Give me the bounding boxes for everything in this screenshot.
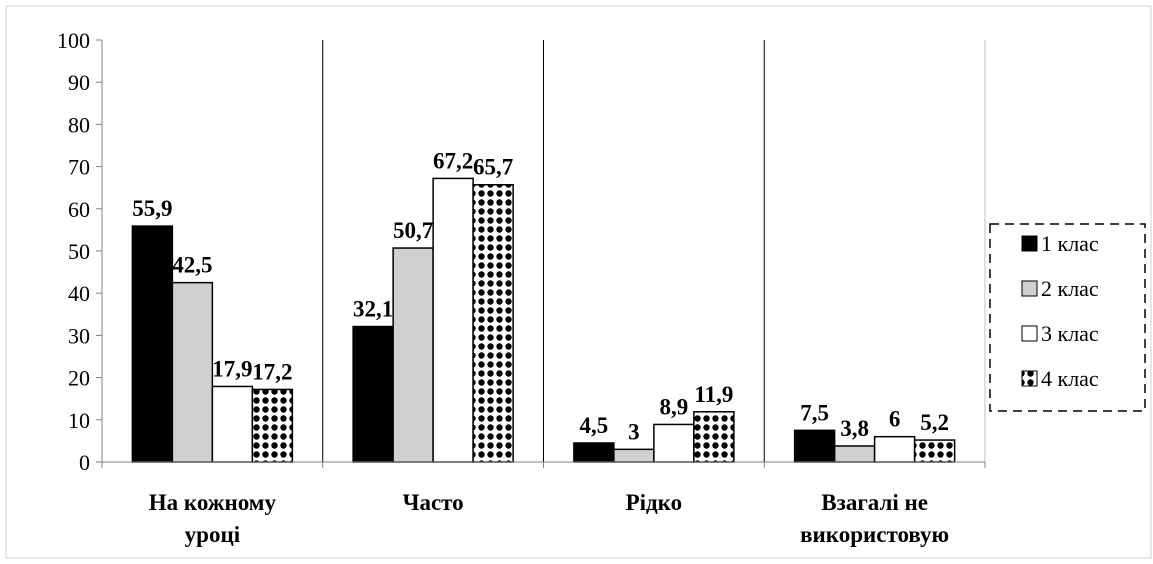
data-label: 65,7 (473, 155, 513, 180)
y-tick-label: 50 (68, 239, 90, 264)
bar (352, 325, 394, 463)
y-tick-label: 70 (68, 155, 90, 180)
legend-swatch (1021, 325, 1038, 342)
legend-label: 3 клас (1041, 321, 1099, 346)
category-label: На кожному (149, 490, 277, 515)
y-tick-label: 80 (68, 112, 90, 137)
bar (873, 435, 916, 463)
legend-swatch (1021, 370, 1038, 387)
data-label: 7,5 (800, 400, 829, 425)
data-label: 42,5 (172, 253, 212, 278)
data-label: 55,9 (132, 196, 172, 221)
bar (913, 439, 956, 463)
bar (573, 442, 615, 463)
y-tick-label: 10 (68, 408, 90, 433)
y-tick-label: 100 (57, 28, 90, 53)
bar (131, 225, 174, 463)
bar (613, 448, 655, 463)
data-label: 5,2 (920, 410, 949, 435)
data-label: 17,2 (252, 359, 292, 384)
data-label: 11,9 (694, 382, 733, 407)
data-label: 4,5 (580, 413, 609, 438)
bar (171, 281, 214, 463)
y-tick-label: 60 (68, 197, 90, 222)
y-tick-label: 20 (68, 366, 90, 391)
category-label: використовую (800, 522, 949, 547)
data-label: 17,9 (212, 356, 252, 381)
data-label: 67,2 (433, 148, 473, 173)
bar (793, 429, 836, 463)
data-label: 3,8 (840, 416, 869, 441)
y-tick-label: 0 (79, 450, 90, 475)
legend-label: 4 клас (1041, 366, 1099, 391)
bar (432, 177, 474, 463)
bar (251, 388, 294, 463)
legend-swatch (1021, 280, 1038, 297)
legend-box (989, 223, 1146, 412)
legend-swatch (1021, 235, 1038, 252)
bar (693, 411, 735, 463)
category-label: Рідко (626, 490, 683, 515)
data-label: 8,9 (660, 394, 689, 419)
bar (653, 423, 695, 463)
legend-label: 2 клас (1041, 276, 1099, 301)
data-label: 3 (628, 419, 640, 444)
category-label: Часто (403, 490, 464, 515)
legend-label: 1 клас (1041, 231, 1099, 256)
bar (211, 385, 254, 463)
bar (392, 247, 434, 463)
data-label: 50,7 (393, 218, 433, 243)
bar (472, 183, 514, 463)
data-label: 32,1 (353, 297, 393, 322)
y-tick-label: 30 (68, 323, 90, 348)
data-label: 6 (889, 407, 901, 432)
category-label: Взагалі не (821, 490, 928, 515)
category-label: уроці (185, 522, 241, 547)
y-tick-label: 90 (68, 70, 90, 95)
y-tick-label: 40 (68, 281, 90, 306)
chart-outer-frame (5, 5, 1152, 559)
bar (833, 445, 876, 463)
